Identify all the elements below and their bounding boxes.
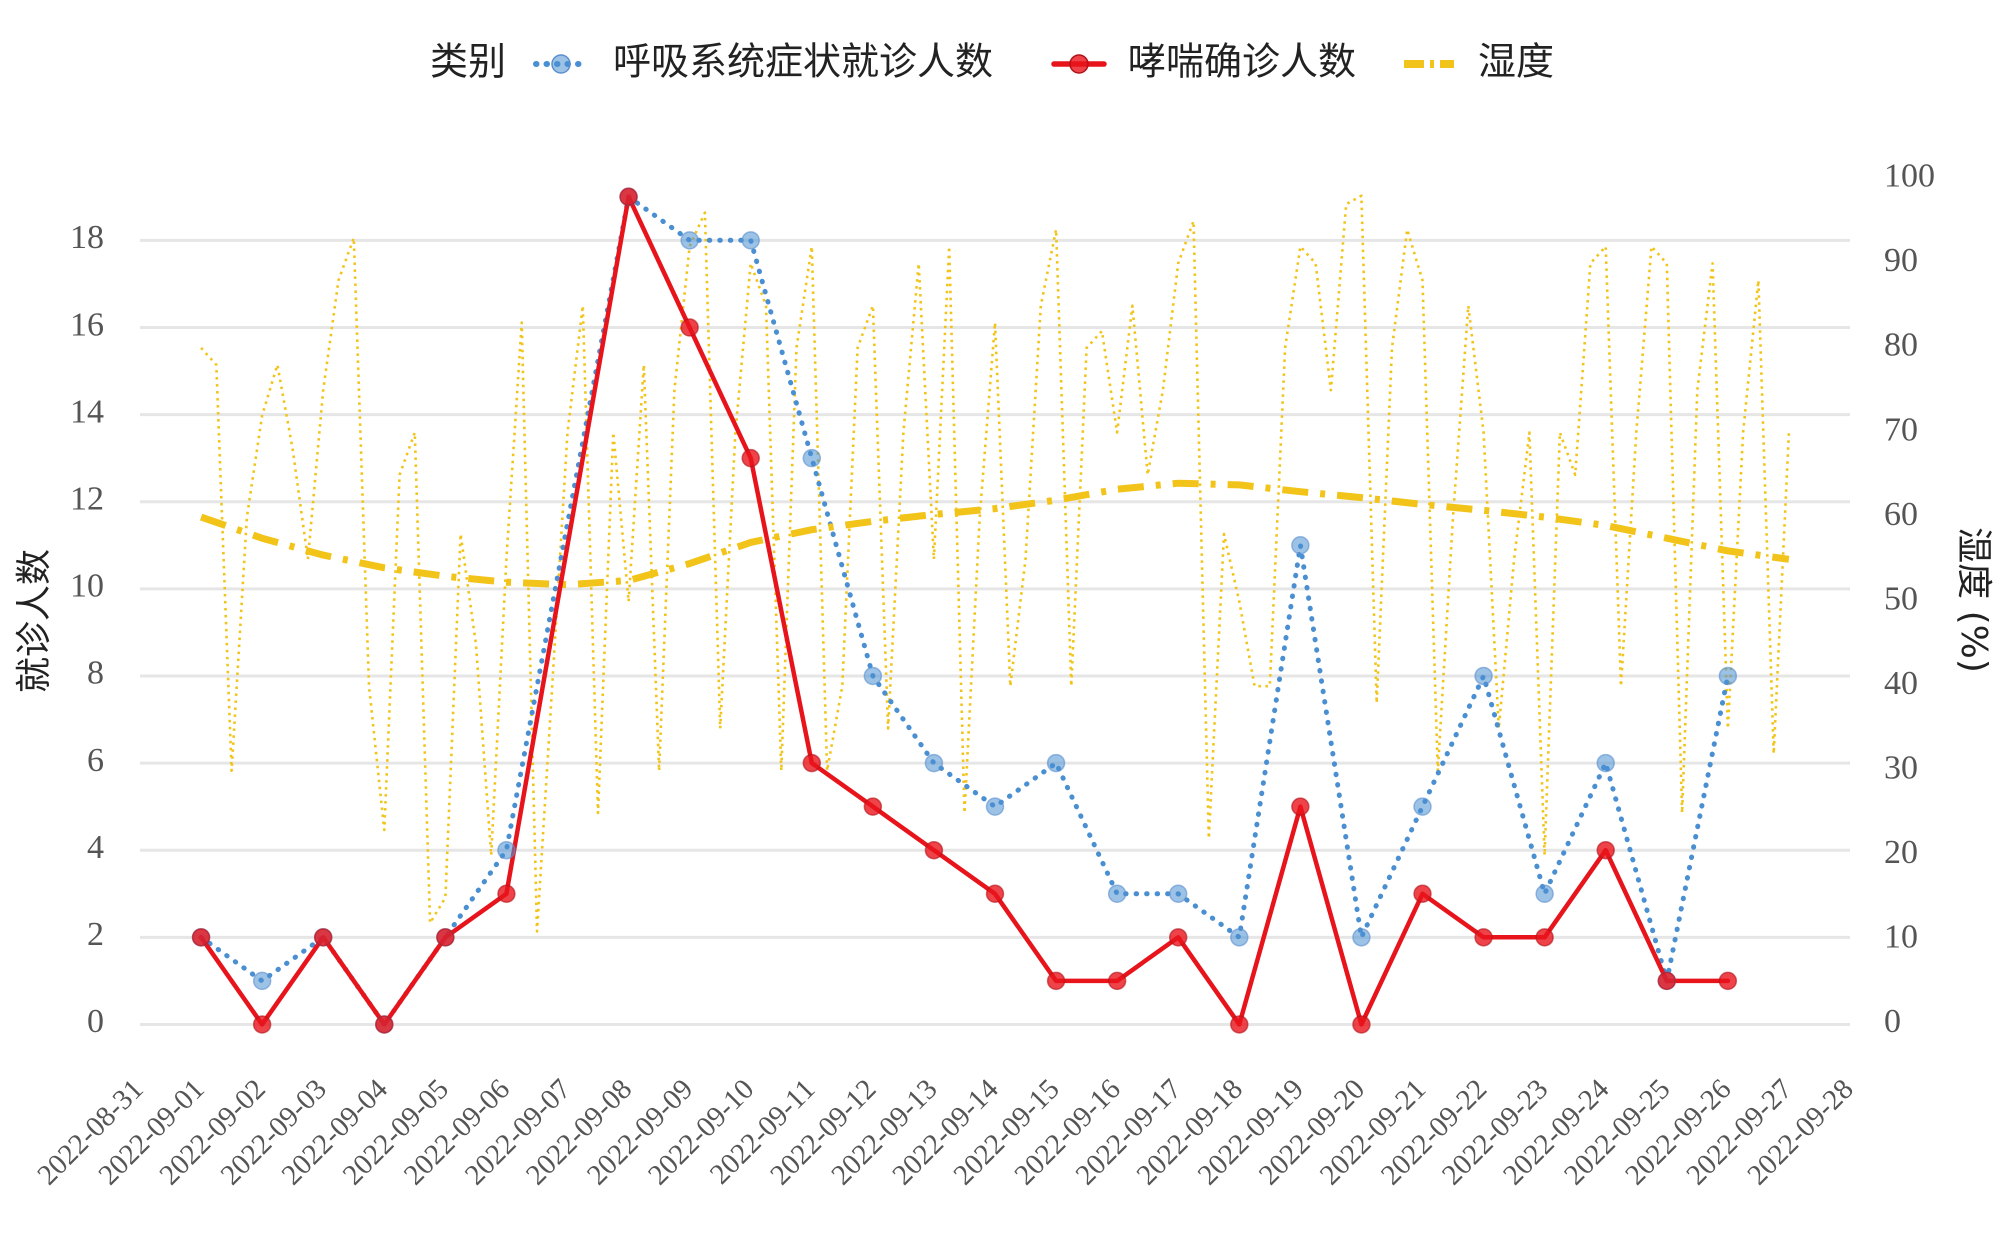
point	[985, 797, 1005, 816]
point	[1718, 666, 1738, 686]
point	[924, 753, 944, 773]
point	[1596, 840, 1615, 860]
y-tick-label: 4	[87, 829, 104, 866]
y-tick-label: 12	[70, 481, 104, 518]
y2-tick-label: 60	[1884, 496, 1918, 533]
y2-tick-label: 40	[1884, 665, 1918, 702]
y-tick-label: 8	[87, 655, 104, 692]
point	[1474, 928, 1493, 947]
legend-marker	[551, 54, 571, 74]
y2-tick-label: 100	[1884, 158, 1935, 195]
y2-tick-label: 20	[1884, 834, 1918, 871]
point	[1657, 971, 1677, 991]
point	[1168, 884, 1188, 904]
legend-marker	[1069, 54, 1089, 74]
point	[497, 840, 516, 860]
line-dashdot	[199, 479, 1790, 589]
point	[252, 1015, 272, 1034]
y2-tick-label: 90	[1884, 242, 1918, 279]
point	[802, 753, 822, 773]
point	[1046, 753, 1066, 773]
point	[741, 231, 760, 250]
y-tick-label: 18	[70, 219, 104, 256]
point	[680, 231, 699, 250]
point	[1352, 928, 1371, 947]
point	[375, 1015, 394, 1034]
point	[497, 884, 516, 904]
y2-tick-label: 30	[1884, 750, 1918, 787]
point	[1718, 971, 1738, 991]
point	[741, 448, 760, 468]
point	[985, 884, 1005, 904]
point	[1168, 928, 1188, 947]
y-tick-label: 14	[70, 393, 104, 430]
legend-label: 呼吸系统症状就诊人数	[613, 40, 993, 84]
y-tick-label: 0	[87, 1003, 104, 1040]
point	[802, 448, 822, 468]
y2-tick-label: 10	[1884, 919, 1918, 956]
y-tick-label: 10	[70, 568, 104, 605]
point	[1046, 971, 1066, 991]
point	[1535, 928, 1554, 947]
point	[1352, 1015, 1371, 1034]
y2-tick-label: 80	[1884, 327, 1918, 364]
point	[313, 928, 333, 947]
legend-label: 哮喘确诊人数	[1128, 40, 1356, 84]
point	[191, 928, 211, 947]
y-axis-label: 就诊人数	[14, 549, 55, 693]
point	[619, 187, 638, 207]
legend-title: 类别	[430, 40, 506, 84]
point	[436, 928, 455, 947]
y2-tick-label: 0	[1884, 1003, 1901, 1040]
point	[1107, 884, 1127, 904]
point	[1474, 666, 1493, 686]
y-tick-label: 16	[70, 306, 104, 343]
point	[863, 797, 883, 816]
point	[1596, 753, 1615, 773]
y-tick-label: 2	[87, 916, 104, 953]
point	[1291, 536, 1310, 555]
point	[1535, 884, 1554, 904]
point	[1230, 928, 1249, 947]
point	[1413, 884, 1432, 904]
point	[252, 971, 272, 991]
line-fine-dotted	[200, 194, 1791, 933]
legend-label: 湿度	[1478, 40, 1554, 84]
y2-tick-label: 50	[1884, 580, 1918, 617]
point	[1291, 797, 1310, 816]
y2-tick-label: 70	[1884, 411, 1918, 448]
point	[1230, 1015, 1249, 1034]
point	[680, 318, 699, 337]
point	[863, 666, 883, 686]
y-tick-label: 6	[87, 742, 104, 779]
point	[924, 840, 944, 860]
y2-axis-label: 湿度 (%)	[1953, 527, 1994, 673]
point	[1107, 971, 1127, 991]
point	[1413, 797, 1432, 816]
